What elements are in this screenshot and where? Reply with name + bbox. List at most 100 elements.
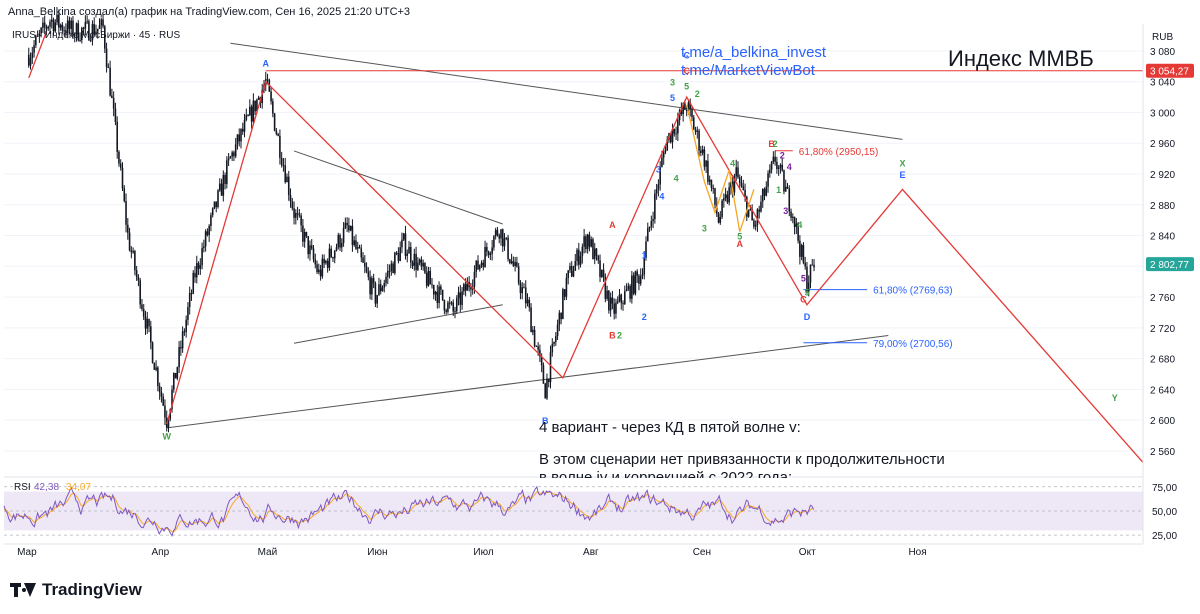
candle-body xyxy=(195,263,198,278)
x-tick-label: Авг xyxy=(583,547,599,558)
candle-body xyxy=(790,211,792,218)
wave-paths xyxy=(28,31,1144,463)
wave-label: A xyxy=(737,239,744,249)
candle-body xyxy=(66,20,69,34)
candle-body xyxy=(157,367,159,387)
candle-body xyxy=(581,246,584,257)
candle-body xyxy=(93,24,96,35)
candle-body xyxy=(675,133,677,135)
candle-body xyxy=(348,225,350,231)
candle-body xyxy=(671,128,674,143)
candle-body xyxy=(445,310,447,312)
symbol-line[interactable]: IRUS · Индекс МосБиржи · 45 · RUS xyxy=(12,30,181,41)
candle-body xyxy=(358,247,361,249)
candle-body xyxy=(236,134,239,145)
candle-body xyxy=(91,24,94,41)
candle-body xyxy=(176,367,179,379)
candle-body xyxy=(724,194,727,199)
wave-label: 5 xyxy=(670,93,675,103)
candle-body xyxy=(68,20,71,29)
candle-body xyxy=(457,292,460,299)
candle-body xyxy=(217,190,219,207)
candle-body xyxy=(618,294,621,301)
candle-body xyxy=(475,260,478,272)
tradingview-footer[interactable]: TradingView xyxy=(10,578,142,602)
candle-body xyxy=(291,201,294,209)
rsi-tick-label: 25,00 xyxy=(1152,531,1177,542)
wave-label: 5 xyxy=(737,231,742,241)
rsi-label: RSI xyxy=(14,482,31,493)
trendlines xyxy=(166,42,903,429)
candle-body xyxy=(153,362,156,370)
candle-body xyxy=(316,264,318,273)
candle-body xyxy=(608,290,610,311)
candle-body xyxy=(765,186,768,196)
candle-body xyxy=(714,188,716,205)
candle-body xyxy=(777,167,780,169)
candle-body xyxy=(639,275,642,284)
candle-body xyxy=(364,262,366,267)
candle-body xyxy=(807,282,810,292)
candle-body xyxy=(61,24,64,31)
candle-body xyxy=(703,149,706,167)
candle-body xyxy=(130,250,133,253)
candle-body xyxy=(487,251,490,255)
candle-body xyxy=(100,19,103,26)
candle-body xyxy=(537,346,539,350)
candle-body xyxy=(277,133,279,136)
telegram-link-2[interactable]: t.me/MarketViewBot xyxy=(681,62,815,79)
candle-body xyxy=(662,151,665,158)
candle-body xyxy=(659,166,661,185)
y-tick-label: 3 040 xyxy=(1150,78,1175,89)
candle-body xyxy=(784,186,787,192)
candle-body xyxy=(211,208,214,216)
candle-body xyxy=(498,235,501,239)
candle-body xyxy=(494,229,497,237)
candle-body xyxy=(673,128,676,134)
trendline xyxy=(166,335,889,429)
candle-body xyxy=(484,246,486,268)
candle-body xyxy=(427,271,430,286)
telegram-link-1[interactable]: t.me/a_belkina_invest xyxy=(681,44,827,61)
candle-body xyxy=(486,246,488,252)
candle-body xyxy=(346,222,348,226)
candle-body xyxy=(648,226,651,229)
candle-body xyxy=(779,164,782,168)
candle-body xyxy=(199,265,202,269)
candle-body xyxy=(337,234,340,248)
candle-body xyxy=(272,101,274,114)
candle-body xyxy=(293,208,295,218)
candle-body xyxy=(517,266,520,284)
candle-body xyxy=(544,383,547,399)
wave-label: 4 xyxy=(797,220,802,230)
candle-body xyxy=(588,234,591,247)
candle-body xyxy=(233,152,235,157)
candle-body xyxy=(813,264,815,268)
candle-body xyxy=(208,225,210,236)
candle-body xyxy=(148,318,150,327)
candle-body xyxy=(563,289,566,297)
subwave-path xyxy=(686,104,755,232)
candle-body xyxy=(735,167,738,177)
candle-body xyxy=(82,27,85,29)
candle-body xyxy=(411,262,414,266)
candle-body xyxy=(477,260,479,270)
candle-body xyxy=(379,284,382,292)
candle-body xyxy=(417,262,419,270)
candle-body xyxy=(438,286,440,304)
candle-body xyxy=(643,258,646,275)
candle-body xyxy=(496,229,499,236)
y-tick-label: 2 640 xyxy=(1150,385,1175,396)
candle-body xyxy=(188,293,191,307)
candle-body xyxy=(760,201,762,212)
candle-body xyxy=(753,220,755,227)
candle-body xyxy=(641,274,644,276)
candle-body xyxy=(691,109,693,118)
candle-body xyxy=(629,285,631,299)
candle-body xyxy=(572,270,575,277)
candle-body xyxy=(245,115,248,120)
candle-body xyxy=(553,341,555,344)
candle-body xyxy=(586,234,589,250)
